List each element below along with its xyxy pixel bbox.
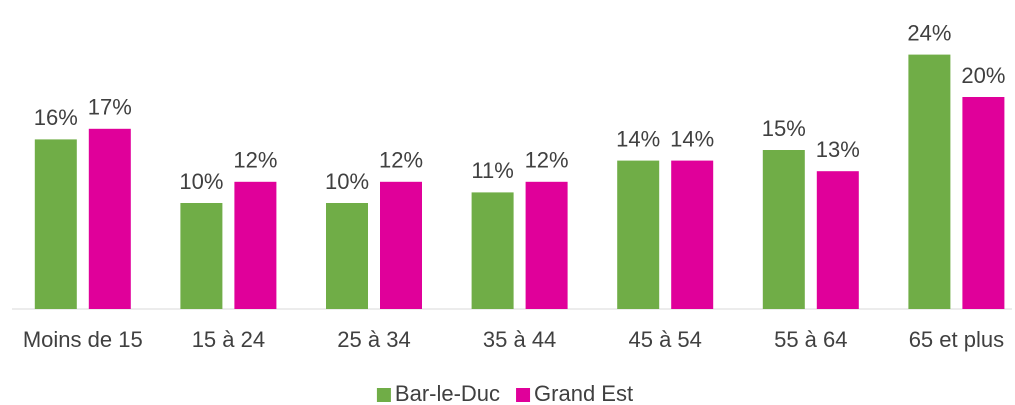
bar (671, 160, 714, 309)
data-label: 10% (325, 169, 369, 194)
data-label: 10% (179, 169, 223, 194)
data-label: 20% (961, 63, 1005, 88)
bar (380, 181, 422, 309)
data-label: 15% (762, 116, 806, 141)
data-label: 11% (471, 158, 513, 183)
legend-label: Bar-le-Duc (395, 381, 500, 405)
x-tick-label: 65 et plus (909, 327, 1004, 352)
x-tick-label: 45 à 54 (628, 327, 701, 352)
x-tick-label: 55 à 64 (774, 327, 847, 352)
x-tick-label: 15 à 24 (192, 327, 265, 352)
bar (326, 203, 368, 309)
data-label: 16% (34, 105, 78, 130)
bar (180, 203, 223, 309)
bar (471, 192, 514, 309)
data-label: 17% (88, 95, 132, 120)
bar (762, 150, 805, 309)
legend-swatch (516, 388, 531, 402)
data-label: 14% (616, 126, 660, 151)
bar (908, 54, 951, 309)
legend-item: Grand Est (516, 381, 633, 405)
data-label: 24% (907, 20, 951, 45)
legend-label: Grand Est (534, 381, 633, 405)
x-tick-label: 35 à 44 (483, 327, 556, 352)
legend-item: Bar-le-Duc (376, 381, 500, 405)
bar (88, 128, 131, 309)
x-tick-label: Moins de 15 (23, 327, 143, 352)
data-label: 12% (233, 148, 277, 173)
data-label: 12% (379, 148, 423, 173)
legend-swatch (376, 388, 391, 402)
bar (617, 160, 660, 309)
bar (962, 97, 1005, 309)
bar (234, 181, 277, 309)
x-tick-label: 25 à 34 (337, 327, 410, 352)
data-label: 13% (816, 137, 860, 162)
data-label: 14% (670, 126, 714, 151)
bar (816, 171, 859, 309)
bar (525, 181, 568, 309)
data-label: 12% (525, 148, 569, 173)
bar (34, 139, 77, 309)
